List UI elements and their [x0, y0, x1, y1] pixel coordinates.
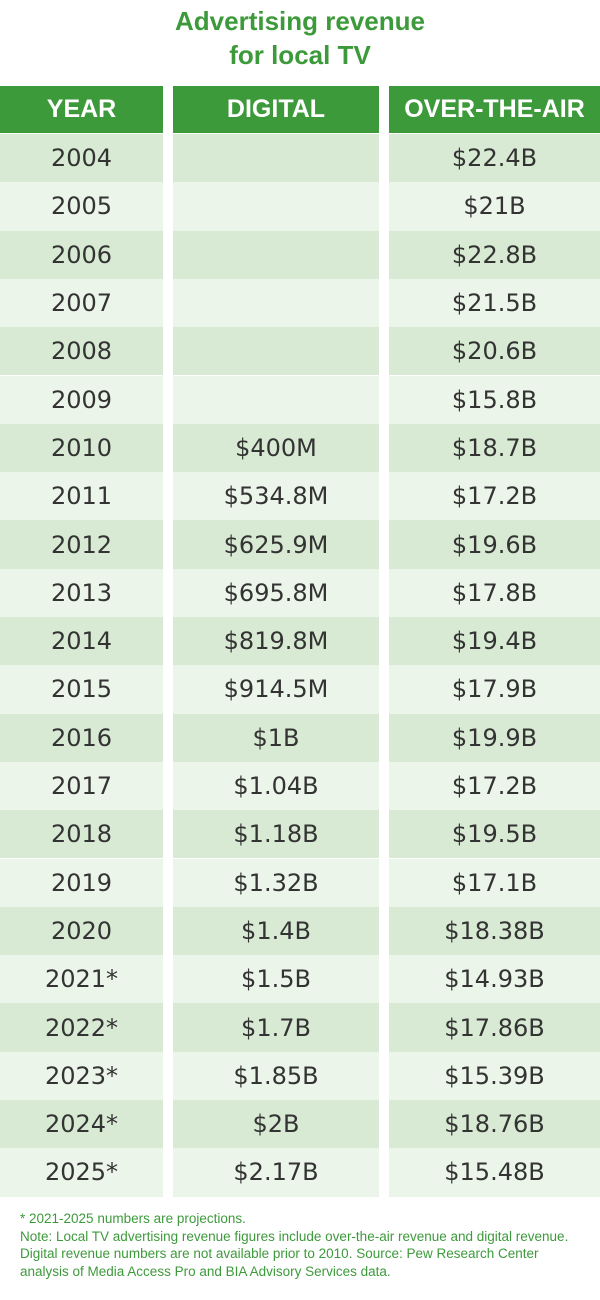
year-cell: 2007	[0, 278, 163, 328]
over-the-air-cell: $15.48B	[389, 1148, 600, 1197]
title-line-1: Advertising revenue	[175, 6, 425, 36]
digital-cell: $625.9M	[173, 520, 379, 569]
year-cell: 2020	[0, 906, 163, 956]
over-the-air-cell: $19.4B	[389, 617, 600, 666]
table-row: 2012 $625.9M $19.6B	[0, 520, 600, 569]
table-row: 2014 $819.8M $19.4B	[0, 617, 600, 666]
table-row: 2004 $22.4B	[0, 134, 600, 183]
over-the-air-cell: $15.8B	[389, 375, 600, 424]
over-the-air-cell: $21.5B	[389, 278, 600, 328]
digital-cell: $1.4B	[173, 906, 379, 956]
over-the-air-cell: $18.76B	[389, 1100, 600, 1149]
table-row: 2019 $1.32B $17.1B	[0, 858, 600, 907]
year-cell: 2015	[0, 665, 163, 714]
table-row: 2025* $2.17B $15.48B	[0, 1148, 600, 1197]
digital-cell: $1B	[173, 713, 379, 762]
over-the-air-cell: $22.8B	[389, 230, 600, 279]
digital-cell	[173, 278, 379, 328]
header-over-the-air: OVER-THE-AIR	[389, 86, 600, 133]
year-cell: 2014	[0, 617, 163, 666]
table-row: 2015 $914.5M $17.9B	[0, 665, 600, 714]
year-cell: 2009	[0, 375, 163, 424]
footnote-projection: * 2021-2025 numbers are projections.	[20, 1211, 246, 1226]
table-row: 2011 $534.8M $17.2B	[0, 472, 600, 521]
year-cell: 2019	[0, 858, 163, 907]
table-row: 2016 $1B $19.9B	[0, 713, 600, 762]
title-line-2: for local TV	[229, 40, 371, 70]
year-cell: 2025*	[0, 1148, 163, 1197]
table-row: 2013 $695.8M $17.8B	[0, 568, 600, 617]
over-the-air-cell: $17.2B	[389, 472, 600, 521]
footnote-note: Note: Local TV advertising revenue figur…	[20, 1228, 569, 1279]
digital-cell	[173, 327, 379, 376]
digital-cell: $819.8M	[173, 617, 379, 666]
digital-cell: $2B	[173, 1100, 379, 1149]
year-cell: 2010	[0, 423, 163, 473]
year-cell: 2017	[0, 761, 163, 811]
table-row: 2017 $1.04B $17.2B	[0, 761, 600, 811]
table-row: 2018 $1.18B $19.5B	[0, 810, 600, 859]
table-row: 2024* $2B $18.76B	[0, 1100, 600, 1149]
year-cell: 2018	[0, 810, 163, 859]
over-the-air-cell: $21B	[389, 182, 600, 231]
digital-cell	[173, 375, 379, 424]
table-row: 2021* $1.5B $14.93B	[0, 955, 600, 1004]
over-the-air-cell: $20.6B	[389, 327, 600, 376]
over-the-air-cell: $17.1B	[389, 858, 600, 907]
over-the-air-cell: $18.38B	[389, 906, 600, 956]
digital-cell	[173, 134, 379, 183]
year-cell: 2006	[0, 230, 163, 279]
year-cell: 2008	[0, 327, 163, 376]
digital-cell: $400M	[173, 423, 379, 473]
year-cell: 2022*	[0, 1003, 163, 1052]
table-row: 2010 $400M $18.7B	[0, 423, 600, 473]
over-the-air-cell: $17.8B	[389, 568, 600, 617]
year-cell: 2023*	[0, 1051, 163, 1100]
header-year: YEAR	[0, 86, 163, 133]
table-row: 2006 $22.8B	[0, 230, 600, 279]
over-the-air-cell: $17.86B	[389, 1003, 600, 1052]
digital-cell: $1.04B	[173, 761, 379, 811]
over-the-air-cell: $15.39B	[389, 1051, 600, 1100]
year-cell: 2013	[0, 568, 163, 617]
chart-title: Advertising revenue for local TV	[0, 4, 600, 72]
over-the-air-cell: $14.93B	[389, 955, 600, 1004]
table-row: 2007 $21.5B	[0, 278, 600, 328]
table-row: 2023* $1.85B $15.39B	[0, 1051, 600, 1100]
digital-cell	[173, 182, 379, 231]
over-the-air-cell: $18.7B	[389, 423, 600, 473]
year-cell: 2021*	[0, 955, 163, 1004]
year-cell: 2012	[0, 520, 163, 569]
over-the-air-cell: $19.6B	[389, 520, 600, 569]
digital-cell: $534.8M	[173, 472, 379, 521]
header-digital: DIGITAL	[173, 86, 379, 133]
year-cell: 2005	[0, 182, 163, 231]
year-cell: 2024*	[0, 1100, 163, 1149]
digital-cell: $1.32B	[173, 858, 379, 907]
over-the-air-cell: $17.9B	[389, 665, 600, 714]
over-the-air-cell: $19.5B	[389, 810, 600, 859]
footnote: * 2021-2025 numbers are projections. Not…	[20, 1210, 590, 1280]
digital-cell: $2.17B	[173, 1148, 379, 1197]
digital-cell	[173, 230, 379, 279]
year-cell: 2016	[0, 713, 163, 762]
digital-cell: $1.85B	[173, 1051, 379, 1100]
year-cell: 2004	[0, 134, 163, 183]
table-row: 2020 $1.4B $18.38B	[0, 906, 600, 956]
year-cell: 2011	[0, 472, 163, 521]
digital-cell: $1.18B	[173, 810, 379, 859]
table-row: 2008 $20.6B	[0, 327, 600, 376]
digital-cell: $1.7B	[173, 1003, 379, 1052]
over-the-air-cell: $19.9B	[389, 713, 600, 762]
over-the-air-cell: $22.4B	[389, 134, 600, 183]
table-row: 2022* $1.7B $17.86B	[0, 1003, 600, 1052]
digital-cell: $695.8M	[173, 568, 379, 617]
over-the-air-cell: $17.2B	[389, 761, 600, 811]
table-row: 2005 $21B	[0, 182, 600, 231]
table-row: 2009 $15.8B	[0, 375, 600, 424]
digital-cell: $1.5B	[173, 955, 379, 1004]
digital-cell: $914.5M	[173, 665, 379, 714]
